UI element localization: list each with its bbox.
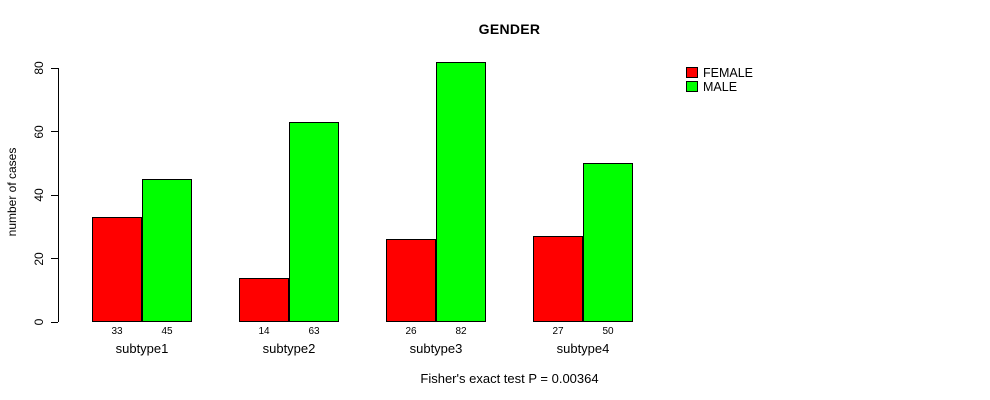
y-tick bbox=[51, 67, 58, 69]
bar-female-subtype1 bbox=[92, 217, 142, 322]
legend-row-male: MALE bbox=[686, 79, 753, 94]
x-category-label: subtype2 bbox=[262, 341, 316, 356]
y-tick bbox=[51, 321, 58, 323]
legend: FEMALE MALE bbox=[686, 66, 753, 94]
bar-male-subtype4 bbox=[583, 163, 633, 322]
bar-male-subtype1 bbox=[142, 179, 192, 322]
x-category-label: subtype4 bbox=[556, 341, 610, 356]
legend-swatch-male bbox=[686, 81, 698, 92]
bar-female-subtype3 bbox=[386, 239, 436, 322]
legend-label-male: MALE bbox=[703, 79, 738, 94]
y-tick-label: 80 bbox=[32, 61, 46, 75]
bar-male-subtype3 bbox=[436, 62, 486, 322]
y-axis-line bbox=[58, 68, 59, 322]
y-tick-label: 60 bbox=[32, 124, 46, 139]
bar-value-label: 82 bbox=[455, 326, 467, 337]
x-category-label: subtype1 bbox=[115, 341, 169, 356]
bar-value-label: 27 bbox=[552, 326, 564, 337]
bar-female-subtype4 bbox=[533, 236, 583, 322]
bar-value-label: 50 bbox=[602, 326, 614, 337]
bar-male-subtype2 bbox=[289, 122, 339, 322]
annotation-text: Fisher's exact test P = 0.00364 bbox=[420, 371, 599, 386]
y-tick bbox=[51, 131, 58, 132]
y-axis-label: number of cases bbox=[5, 147, 19, 237]
y-tick-label: 20 bbox=[32, 251, 46, 266]
y-tick-label: 40 bbox=[32, 188, 46, 202]
bar-value-label: 45 bbox=[161, 326, 173, 337]
y-tick bbox=[51, 194, 58, 196]
bar-value-label: 33 bbox=[111, 326, 123, 337]
chart-title: GENDER bbox=[478, 21, 541, 37]
bar-value-label: 63 bbox=[308, 326, 320, 337]
x-category-label: subtype3 bbox=[409, 341, 463, 356]
legend-swatch-female bbox=[686, 67, 698, 78]
y-tick bbox=[51, 258, 58, 259]
bar-value-label: 14 bbox=[258, 326, 270, 337]
legend-label-female: FEMALE bbox=[703, 65, 754, 80]
y-tick-label: 0 bbox=[32, 318, 46, 326]
legend-row-female: FEMALE bbox=[686, 65, 754, 80]
bar-female-subtype2 bbox=[239, 278, 289, 322]
bar-value-label: 26 bbox=[405, 326, 417, 337]
